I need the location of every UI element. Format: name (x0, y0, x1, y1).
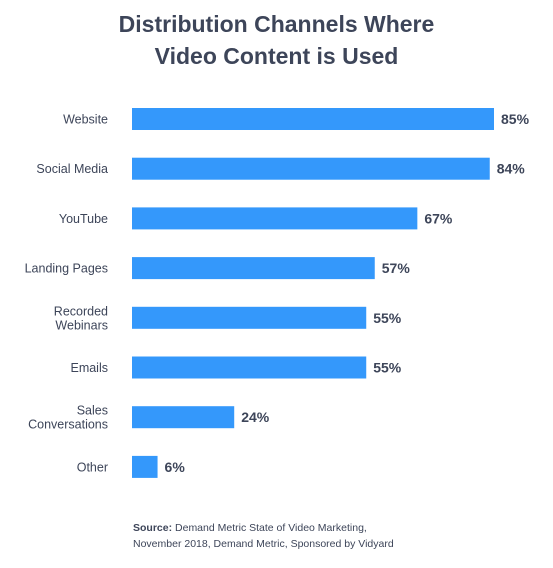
category-label-0: Website (63, 113, 108, 127)
category-label-6-line-1: Conversations (28, 418, 108, 432)
source-label: Source: (133, 522, 173, 534)
bar-4 (132, 306, 367, 329)
value-label-6: 24% (241, 409, 270, 425)
chart-title-line-1: Distribution Channels Where (118, 11, 435, 37)
category-label-3: Landing Pages (25, 262, 108, 276)
category-label-1-line-0: Social Media (36, 162, 108, 176)
bar-0 (132, 108, 494, 130)
category-label-5: Emails (70, 361, 108, 375)
category-label-4-line-1: Webinars (55, 318, 108, 332)
category-label-6-line-0: Sales (77, 404, 108, 418)
bar-1 (132, 157, 490, 180)
category-label-2-line-0: YouTube (59, 212, 108, 226)
category-label-3-line-0: Landing Pages (25, 262, 108, 276)
bar-7 (132, 455, 158, 478)
value-label-5: 55% (373, 360, 402, 376)
bar-3 (132, 257, 375, 280)
category-label-0-line-0: Website (63, 113, 108, 127)
bar-5 (132, 356, 367, 379)
chart-title-line-2: Video Content is Used (154, 43, 399, 69)
bar-2 (132, 207, 418, 230)
value-label-1: 84% (497, 161, 526, 177)
category-label-5-line-0: Emails (70, 361, 108, 375)
value-label-3: 57% (382, 260, 411, 276)
value-label-0: 85% (501, 111, 530, 127)
category-label-7: Other (77, 460, 108, 474)
value-label-7: 6% (165, 459, 186, 475)
category-label-2: YouTube (59, 212, 108, 226)
source-line-1: Demand Metric State of Video Marketing, (175, 522, 367, 534)
category-label-7-line-0: Other (77, 460, 108, 474)
category-label-4-line-0: Recorded (54, 304, 108, 318)
source-line-2: November 2018, Demand Metric, Sponsored … (133, 538, 394, 550)
value-label-4: 55% (373, 310, 402, 326)
value-label-2: 67% (424, 210, 453, 226)
chart-title: Distribution Channels Where Video Conten… (0, 8, 553, 72)
category-label-6: Sales Conversations (28, 404, 108, 432)
source-note: Source: Demand Metric State of Video Mar… (133, 520, 394, 552)
category-label-1: Social Media (36, 162, 108, 176)
bar-6 (132, 406, 235, 429)
category-label-4: Recorded Webinars (54, 304, 108, 332)
